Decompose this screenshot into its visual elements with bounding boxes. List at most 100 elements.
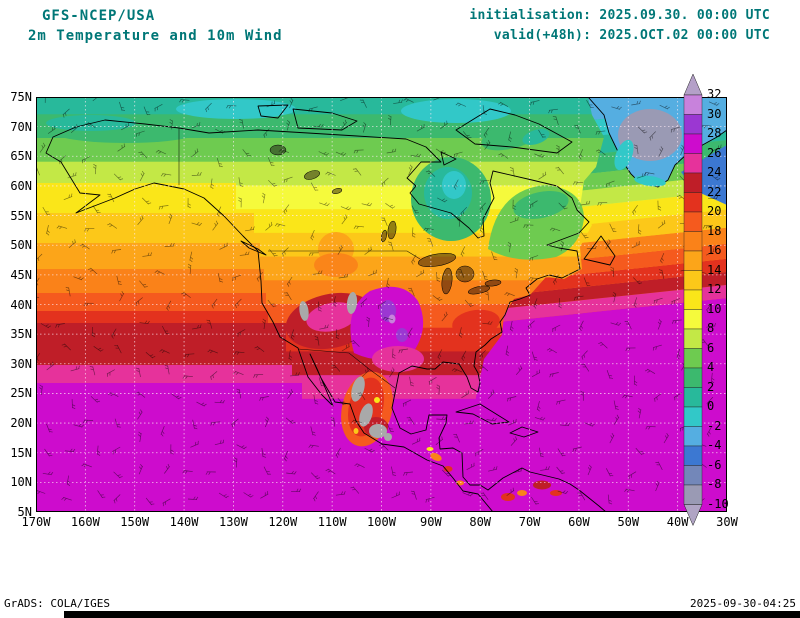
wind-barb — [162, 498, 171, 507]
wind-barb — [39, 142, 46, 153]
wind-barb — [111, 249, 122, 254]
wind-barb — [607, 494, 613, 505]
wind-barb — [552, 324, 561, 332]
wind-barb — [389, 367, 395, 378]
wind-barb — [403, 471, 413, 476]
colorbar-segment — [683, 348, 703, 369]
wind-barb — [162, 325, 170, 335]
colorbar-tick-label: 22 — [707, 184, 722, 199]
high-terrain-gray — [299, 292, 392, 441]
wind-barb — [555, 166, 564, 175]
wind-barb — [408, 164, 413, 176]
wind-barb — [497, 101, 509, 107]
wind-barb — [680, 144, 685, 156]
wind-barb — [267, 157, 275, 166]
wind-barb — [659, 104, 670, 110]
wind-barb — [552, 274, 559, 285]
wind-barb — [239, 251, 250, 256]
wind-barb — [47, 125, 56, 134]
wind-barb — [89, 366, 96, 376]
wind-barb — [261, 448, 266, 458]
wind-barb — [435, 436, 444, 446]
wind-barb — [483, 127, 490, 138]
wind-barb — [92, 205, 101, 214]
lon-tick-label: 100W — [367, 515, 396, 529]
wind-barb — [498, 152, 509, 159]
wind-barb — [308, 106, 318, 113]
wind-barb — [256, 272, 264, 282]
wind-barb — [671, 298, 681, 305]
wind-barb — [391, 491, 400, 499]
lat-tick-label: 60N — [10, 178, 32, 193]
wind-barb — [333, 296, 337, 307]
wind-barb — [117, 143, 126, 152]
wind-barb — [633, 375, 638, 386]
wind-barb — [613, 400, 619, 410]
lat-tick-label: 70N — [10, 119, 32, 134]
wind-barb — [506, 487, 515, 496]
wind-barb — [39, 384, 43, 395]
wind-barb — [166, 300, 172, 311]
wind-barb — [442, 469, 452, 477]
lon-tick-label: 140W — [169, 515, 199, 529]
wind-barb — [706, 396, 714, 407]
wind-barb — [556, 399, 566, 405]
wind-barb — [44, 448, 53, 457]
wind-barb — [658, 146, 664, 157]
lat-tick-label: 10N — [10, 475, 32, 490]
wind-barb — [259, 396, 269, 401]
wind-barb — [411, 437, 421, 445]
wind-barb — [137, 409, 143, 420]
wind-barb — [631, 100, 641, 106]
wind-barb — [534, 153, 545, 158]
colorbar-tick-label: 6 — [707, 340, 715, 355]
wind-barb — [360, 298, 368, 308]
wind-barb — [409, 376, 415, 387]
wind-barb — [549, 372, 559, 378]
wind-barb — [335, 328, 340, 340]
wind-barb — [387, 115, 392, 126]
colorbar-segment — [683, 114, 703, 135]
wind-barb — [514, 267, 518, 279]
wind-barb — [154, 104, 163, 112]
wind-barb — [120, 122, 130, 131]
wind-barb — [387, 241, 394, 251]
wind-barb — [113, 173, 124, 181]
colorbar-tick-label: 4 — [707, 360, 715, 374]
wind-barb — [523, 224, 534, 228]
wind-barb — [440, 120, 448, 129]
wind-barb — [261, 192, 266, 204]
wind-barb — [191, 172, 202, 176]
wind-barb — [612, 291, 617, 303]
wind-barb — [207, 349, 218, 354]
wind-barb — [461, 350, 467, 361]
wind-barb — [426, 238, 434, 247]
wind-barb — [416, 269, 425, 278]
wind-barb — [236, 388, 242, 399]
victoria-island — [292, 108, 358, 131]
wind-barb — [643, 171, 655, 176]
wind-barb — [508, 418, 517, 426]
wind-barb — [71, 399, 76, 410]
wind-barb — [510, 436, 518, 446]
wind-barb — [412, 227, 416, 238]
wind-barb — [624, 320, 632, 330]
colorbar-tick-label: -4 — [707, 438, 722, 452]
wind-barb — [263, 128, 270, 138]
wind-barb — [56, 225, 68, 230]
wind-barb — [644, 368, 656, 374]
wind-barb — [580, 200, 591, 206]
wind-barb — [558, 298, 563, 309]
wind-barb — [484, 140, 491, 150]
wind-barb — [557, 490, 569, 495]
wind-barb — [254, 346, 265, 352]
wind-barb — [359, 99, 367, 108]
wind-barb — [106, 369, 115, 377]
colorbar-tick-label: 8 — [707, 321, 715, 335]
wind-barb — [357, 392, 366, 401]
wind-barb — [36, 294, 40, 299]
wind-barb — [631, 241, 640, 249]
colorbar-segment — [683, 328, 703, 349]
banks-island — [257, 104, 289, 119]
wind-barb — [609, 223, 617, 232]
